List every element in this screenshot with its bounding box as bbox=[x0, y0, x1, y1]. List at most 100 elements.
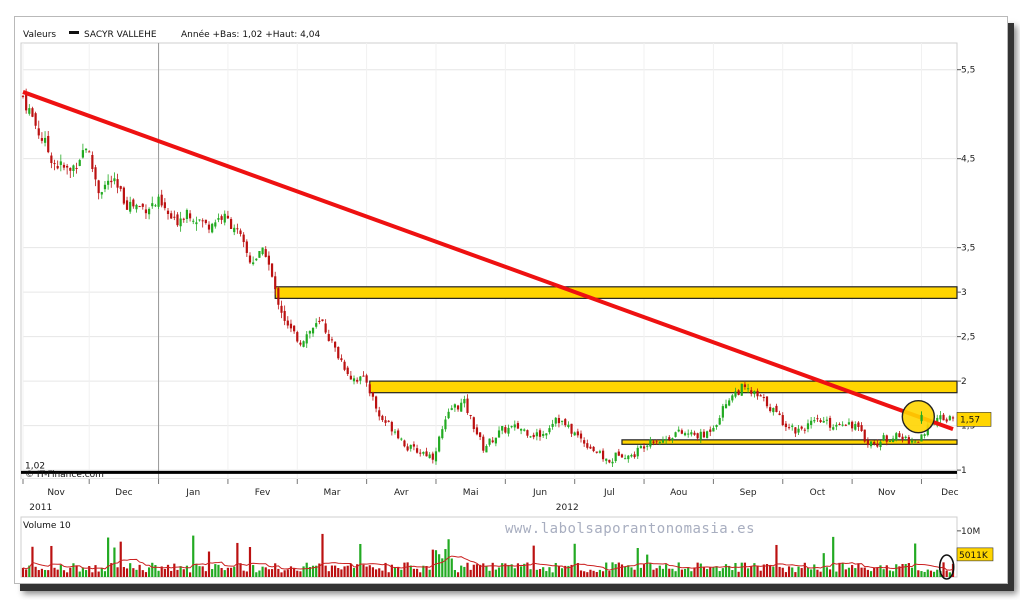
candle-body bbox=[778, 413, 781, 416]
candle-body bbox=[381, 415, 384, 421]
volume-bar bbox=[419, 572, 422, 577]
candle-body bbox=[330, 339, 334, 341]
candle-body bbox=[53, 163, 56, 165]
candle-body bbox=[384, 420, 387, 423]
candle-body bbox=[737, 390, 740, 395]
volume-bar bbox=[472, 564, 475, 577]
candle-body bbox=[311, 327, 315, 334]
candle-body bbox=[951, 417, 955, 419]
volume-bar bbox=[743, 562, 747, 577]
volume-bar bbox=[122, 567, 125, 577]
volume-bar bbox=[576, 562, 579, 577]
volume-bar bbox=[545, 571, 548, 577]
volume-bar bbox=[601, 571, 605, 577]
volume-bar bbox=[207, 551, 211, 577]
candle-body bbox=[731, 395, 734, 401]
volume-bar bbox=[100, 567, 103, 577]
volume-bar bbox=[441, 558, 444, 577]
volume-bar bbox=[239, 563, 242, 577]
volume-bar bbox=[895, 564, 898, 577]
volume-bar bbox=[198, 566, 201, 577]
volume-bar bbox=[59, 564, 62, 577]
candle-body bbox=[892, 438, 895, 443]
candle-body bbox=[576, 431, 579, 436]
candle-body bbox=[463, 399, 466, 404]
candle-body bbox=[873, 441, 876, 445]
volume-bar bbox=[507, 564, 510, 577]
candle-body bbox=[942, 414, 945, 421]
candle-body bbox=[551, 423, 554, 427]
candle-body bbox=[267, 255, 270, 265]
candle-body bbox=[97, 180, 100, 194]
candle-body bbox=[327, 334, 330, 341]
candle-body bbox=[280, 305, 283, 313]
candle-body bbox=[466, 398, 469, 413]
candle-body bbox=[605, 458, 608, 461]
low-label: 1,02 bbox=[25, 461, 45, 471]
candle-body bbox=[759, 395, 762, 397]
volume-bar bbox=[43, 569, 47, 577]
volume-bar bbox=[321, 533, 324, 577]
volume-bar bbox=[863, 567, 866, 577]
candle-body bbox=[56, 165, 59, 169]
volume-bar bbox=[589, 569, 592, 577]
candle-body bbox=[513, 424, 516, 428]
candle-body bbox=[948, 416, 951, 421]
candle-body bbox=[412, 444, 416, 447]
candle-body bbox=[479, 432, 482, 438]
volume-bar bbox=[658, 565, 661, 577]
candle-body bbox=[510, 426, 513, 428]
candle-body bbox=[343, 361, 346, 370]
volume-bar bbox=[195, 563, 198, 577]
candle-body bbox=[866, 440, 869, 446]
candle-body bbox=[179, 218, 182, 227]
candle-body bbox=[100, 192, 103, 195]
volume-bar bbox=[431, 549, 434, 577]
candle-body bbox=[107, 180, 110, 185]
volume-bar bbox=[907, 563, 910, 577]
volume-bar bbox=[242, 570, 245, 577]
candle-body bbox=[501, 426, 504, 431]
candle-body bbox=[945, 419, 948, 422]
candle-body bbox=[198, 219, 201, 221]
resistance-zone bbox=[274, 286, 958, 299]
candle-body bbox=[248, 255, 252, 263]
candle-body bbox=[661, 439, 665, 443]
candle-body bbox=[529, 436, 532, 438]
candle-body bbox=[753, 390, 756, 395]
volume-bar bbox=[356, 564, 359, 577]
volume-bar bbox=[945, 570, 948, 577]
last-volume-box bbox=[956, 547, 994, 562]
volume-bar bbox=[655, 568, 658, 577]
volume-bar bbox=[488, 570, 491, 577]
stock-chart: Valeurs SACYR VALLEHE Année +Bas: 1,02 +… bbox=[20, 29, 994, 580]
candle-body bbox=[170, 213, 173, 219]
candle-body bbox=[195, 222, 198, 225]
volume-bar bbox=[573, 543, 576, 577]
candle-body bbox=[797, 428, 800, 433]
volume-bar bbox=[762, 564, 765, 577]
candle-body bbox=[548, 428, 551, 433]
volume-tick-label: 10M bbox=[961, 527, 980, 537]
volume-bar bbox=[816, 569, 819, 577]
volume-bar bbox=[532, 545, 535, 577]
volume-bar bbox=[53, 567, 56, 577]
candle-body bbox=[617, 451, 620, 456]
candle-body bbox=[523, 429, 526, 431]
volume-bar bbox=[803, 562, 806, 577]
candle-body bbox=[138, 206, 141, 208]
candle-body bbox=[910, 440, 914, 443]
volume-bar bbox=[923, 571, 926, 577]
candle-body bbox=[220, 216, 223, 220]
candle-body bbox=[665, 439, 668, 441]
volume-bar bbox=[721, 568, 724, 577]
last-volume-label: 5011K bbox=[959, 551, 989, 561]
volume-bar bbox=[778, 566, 781, 577]
candle-body bbox=[160, 194, 163, 206]
candle-body bbox=[765, 396, 769, 407]
volume-bar bbox=[21, 567, 25, 577]
volume-bar bbox=[334, 565, 337, 577]
volume-bar bbox=[810, 569, 813, 577]
candle-body bbox=[460, 402, 463, 412]
candle-body bbox=[374, 396, 378, 409]
